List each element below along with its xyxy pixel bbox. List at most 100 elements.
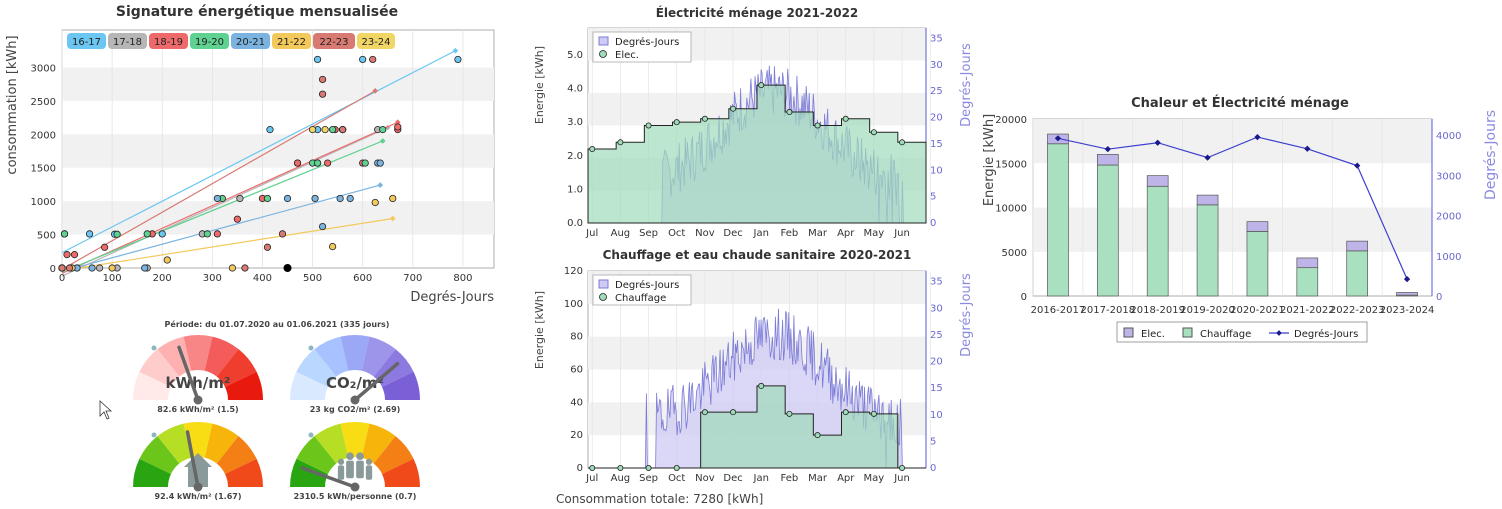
- y2tick: 35: [930, 277, 943, 288]
- signature-point: [319, 75, 327, 84]
- signature-ylabel: consommation [kWh]: [5, 35, 20, 174]
- gauge-segment: [340, 422, 370, 458]
- signature-point: [319, 90, 327, 98]
- y2tick: 20: [930, 113, 943, 124]
- signature-point: [394, 123, 402, 131]
- gauge-segment: [157, 336, 192, 377]
- degres-jours-point: [1403, 275, 1411, 283]
- signature-point: [213, 230, 221, 238]
- signature-xlabel: Degrés-Jours: [410, 290, 494, 305]
- signature-point: [203, 230, 211, 238]
- signature-point: [283, 264, 292, 272]
- signature-ytick: 1500: [31, 164, 56, 175]
- signature-fit-end: [377, 182, 384, 188]
- signature-band: [62, 201, 494, 235]
- xtick: Feb: [781, 473, 799, 484]
- xtick: Dec: [723, 228, 742, 239]
- ytick: 5.0: [567, 50, 583, 61]
- y2tick: 0: [930, 218, 936, 229]
- signature-xtick: 600: [353, 273, 372, 284]
- y2tick: 15: [930, 383, 943, 394]
- gauge-segment: [133, 458, 171, 487]
- signature-ytick: 500: [37, 231, 56, 242]
- elec-bar: [1346, 240, 1369, 252]
- signature-point: [278, 230, 287, 238]
- elec-bar: [1146, 175, 1169, 187]
- y2tick: 10: [930, 165, 943, 176]
- value-point: [730, 105, 737, 112]
- signature-legend-swatch: [108, 33, 147, 49]
- xtick: Oct: [668, 473, 685, 484]
- y2tick: 25: [930, 86, 943, 97]
- xtick: Oct: [668, 228, 685, 239]
- legend-label: Chauffage: [1200, 329, 1251, 340]
- gauge-segment: [216, 349, 257, 387]
- value-point: [617, 139, 624, 146]
- signature-legend-label: 17-18: [113, 37, 142, 48]
- degres-jours-point: [1254, 133, 1261, 141]
- xtick: 2019-2020: [1180, 305, 1235, 316]
- y2tick: 30: [930, 60, 943, 71]
- degres-jours-point: [1204, 154, 1211, 161]
- degres-jours-point: [1104, 146, 1111, 153]
- signature-xtick: 700: [403, 273, 422, 284]
- signature-fit-end: [389, 215, 396, 222]
- y2tick: 25: [930, 330, 943, 341]
- signature-point: [321, 126, 329, 134]
- legend-box: [592, 31, 692, 63]
- xtick: Mar: [808, 473, 828, 484]
- gauge-hub: [193, 395, 203, 405]
- y2tick: 3000: [1436, 171, 1461, 182]
- chaleur-title: Chaleur et Électricité ménage: [1131, 95, 1349, 111]
- gauge-segment: [157, 423, 192, 464]
- signature-fit-line: [61, 127, 389, 277]
- chauffage-bar: [1196, 204, 1219, 297]
- gauge-hub: [193, 482, 203, 492]
- signature-legend[interactable]: 16-17 17-18 18-19 19-20 20-21 21-22 22-23 23-24: [67, 33, 395, 49]
- chauffage-bar: [1146, 185, 1169, 297]
- signature-point: [361, 159, 369, 167]
- elec-bar: [1196, 194, 1219, 206]
- gauges-period: Période: du 01.07.2020 au 01.06.2021 (33…: [165, 319, 390, 329]
- gauge-needle: [177, 345, 200, 402]
- people-icon: [337, 465, 345, 480]
- degres-jours-point: [1054, 135, 1062, 142]
- value-step-area: [587, 84, 927, 224]
- legend-label: Degrés-Jours: [615, 279, 679, 291]
- signature-xtick: 800: [453, 273, 472, 284]
- legend-swatch-dj: [598, 279, 609, 289]
- signature-point: [236, 194, 244, 203]
- legend-label: Elec.: [615, 50, 639, 61]
- ytick: 0: [577, 463, 583, 474]
- xtick: Jan: [753, 228, 769, 239]
- people-icon: [346, 460, 354, 479]
- signature-point: [339, 126, 347, 134]
- value-point: [786, 109, 793, 116]
- elec-title: Électricité ménage 2021-2022: [656, 5, 859, 20]
- ytick: 120: [564, 266, 583, 277]
- y2tick: 5: [930, 192, 936, 203]
- signature-point: [454, 55, 462, 64]
- gauge-segment: [296, 349, 337, 387]
- value-point: [814, 122, 821, 129]
- signature-point: [58, 264, 66, 272]
- gauge-segment: [340, 335, 370, 371]
- value-point: [589, 146, 596, 153]
- gauge-segment: [216, 436, 257, 474]
- legend-swatch-chauffage: [1182, 327, 1193, 338]
- value-point: [673, 464, 680, 471]
- signature-point: [346, 194, 354, 203]
- signature-point: [369, 55, 377, 64]
- ytick: 10000: [995, 204, 1027, 215]
- signature-point: [228, 264, 236, 272]
- legend-box: [1116, 321, 1368, 343]
- degres-jours-point: [1304, 145, 1311, 152]
- xtick: 2021-2022: [1280, 305, 1335, 316]
- signature-point: [108, 264, 116, 272]
- signature-ytick: 1000: [31, 197, 56, 208]
- gauge-segment: [296, 436, 337, 474]
- signature-legend-swatch: [272, 33, 311, 49]
- signature-point: [70, 251, 79, 259]
- signature-legend-label: 19-20: [195, 37, 224, 48]
- value-point: [701, 409, 708, 416]
